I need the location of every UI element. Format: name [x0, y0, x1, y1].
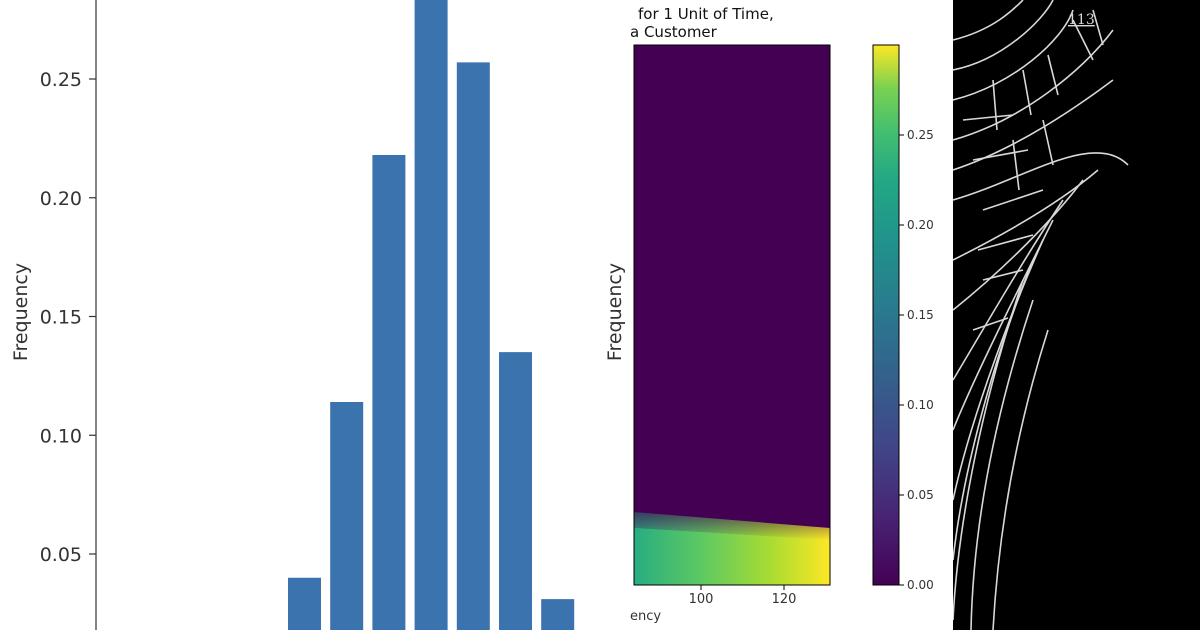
- colorbar-tick-label: 0.20: [907, 218, 934, 232]
- bar: [456, 62, 490, 630]
- bar-chart-y-tick-label: 0.20: [40, 188, 82, 210]
- heatmap-title-line-2: a Customer: [630, 23, 717, 41]
- bar: [288, 577, 321, 630]
- colorbar-tick-label: 0.00: [907, 578, 934, 592]
- colorbar-tick-label: 0.05: [907, 488, 934, 502]
- bar-chart: 0.05 0.10 0.15 0.20 0.25 Frequency: [10, 0, 575, 630]
- bar: [541, 599, 575, 630]
- bar: [414, 0, 448, 630]
- bar-chart-y-tick-label: 0.10: [40, 425, 82, 447]
- bar-chart-y-tick-label: 0.25: [40, 69, 82, 91]
- bar: [372, 155, 406, 630]
- heatmap-x-label: ency: [630, 609, 661, 624]
- heatmap-x-tick-label: 120: [772, 592, 797, 607]
- colorbar-tick-label: 0.25: [907, 128, 934, 142]
- heatmap-chart: Frequency 100 120 ency 0.00 0.05 0.10 0.15 0.…: [604, 44, 934, 624]
- heatmap-image: [633, 44, 831, 586]
- bar-chart-y-tick-label: 0.15: [40, 307, 82, 329]
- heatmap-y-label: Frequency: [604, 263, 626, 361]
- colorbar-tick-label: 0.10: [907, 398, 934, 412]
- heatmap-panel: for 1 Unit of Time, a Customer: [600, 0, 953, 630]
- colorbar-tick-label: 0.15: [907, 308, 934, 322]
- bar-chart-y-label: Frequency: [10, 263, 32, 361]
- line-drawing-label: 113: [1068, 12, 1095, 28]
- heatmap-title-line-1: for 1 Unit of Time,: [638, 5, 774, 23]
- line-drawing-panel: 113: [953, 0, 1200, 630]
- heatmap-x-tick-label: 100: [689, 592, 714, 607]
- bar-chart-panel: 0.05 0.10 0.15 0.20 0.25 Frequency: [10, 0, 575, 630]
- colorbar: [872, 44, 900, 586]
- line-drawing-image: 113: [953, 0, 1129, 630]
- bar-chart-y-tick-label: 0.05: [40, 544, 82, 566]
- bar: [330, 402, 364, 630]
- bar: [499, 352, 532, 630]
